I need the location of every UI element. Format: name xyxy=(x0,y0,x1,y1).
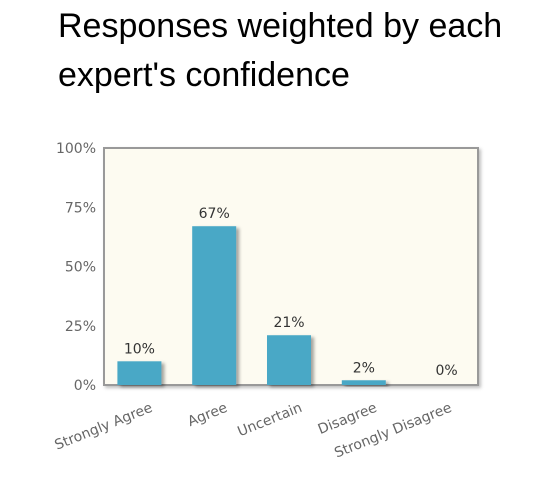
bar[interactable] xyxy=(341,380,386,385)
data-label: 21% xyxy=(273,315,304,331)
y-tick-label: 0% xyxy=(74,378,96,394)
bar[interactable] xyxy=(192,226,237,385)
data-label: 2% xyxy=(353,360,375,376)
x-category-label: Uncertain xyxy=(235,400,304,440)
y-tick-label: 100% xyxy=(56,141,96,157)
y-tick-label: 75% xyxy=(65,200,96,216)
bar[interactable] xyxy=(117,361,162,385)
data-label: 10% xyxy=(124,341,155,357)
data-label: 0% xyxy=(435,363,457,379)
y-tick-label: 25% xyxy=(65,319,96,335)
y-tick-label: 50% xyxy=(65,260,96,276)
x-category-label: Strongly Agree xyxy=(53,400,155,454)
chart-title: Responses weighted by each expert's conf… xyxy=(58,7,503,94)
x-category-label: Agree xyxy=(186,400,230,430)
bar[interactable] xyxy=(267,335,311,385)
data-label: 67% xyxy=(199,206,230,222)
